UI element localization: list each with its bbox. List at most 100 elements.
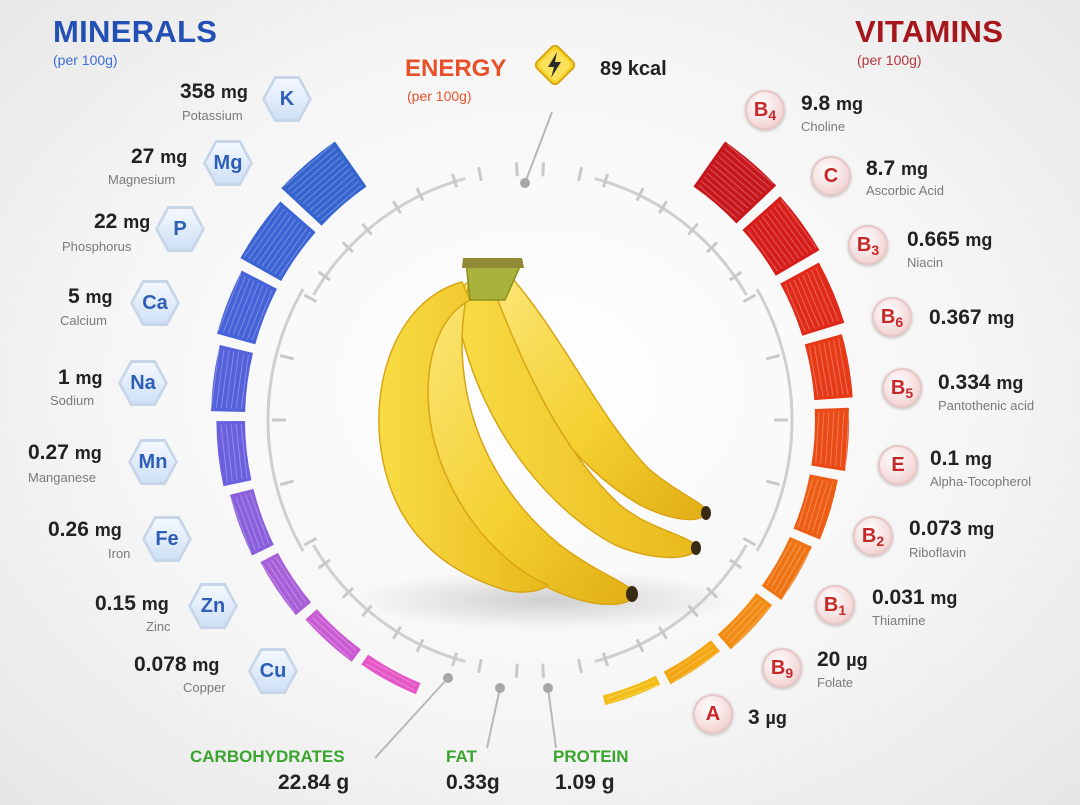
mineral-bar: [305, 609, 361, 662]
vitamin-bar: [693, 141, 777, 224]
mineral-symbol: Na: [121, 363, 165, 403]
mineral-amount-unit: mg: [160, 147, 188, 167]
mineral-symbol: Fe: [145, 519, 189, 559]
vitamin-letter: B: [861, 524, 877, 547]
mineral-amount-number: 0.27: [28, 441, 69, 464]
energy-title: ENERGY: [405, 55, 507, 82]
vitamin-amount-unit: mg: [836, 94, 864, 114]
vitamin-bar: [663, 640, 720, 685]
mineral-name: Zinc: [146, 619, 171, 634]
mineral-amount-unit: mg: [94, 520, 122, 540]
mineral-symbol: Mg: [206, 143, 250, 183]
vitamin-amount-unit: mg: [987, 308, 1015, 328]
vitamin-subscript: 5: [905, 385, 914, 401]
mineral-bars: [210, 141, 421, 695]
vitamin-amount-unit: mg: [965, 449, 993, 469]
mineral-amount: 358 mg: [180, 80, 248, 104]
mineral-name: Calcium: [60, 313, 107, 328]
vitamin-amount-unit: mg: [967, 519, 995, 539]
mineral-amount-unit: mg: [85, 287, 113, 307]
banana-illustration: [378, 258, 711, 606]
vitamin-amount-unit: mg: [965, 230, 993, 250]
mineral-symbol: K: [265, 79, 309, 119]
vitamin-letter: B: [770, 656, 786, 679]
vitamin-amount: 0.1 mg: [930, 447, 992, 471]
lightning-icon: [532, 42, 578, 88]
macro-fat-value: 0.33g: [446, 771, 500, 794]
vitamin-amount: 20 µg: [817, 648, 868, 672]
vitamin-amount-number: 0.334: [938, 371, 991, 394]
mineral-symbol: Zn: [191, 586, 235, 626]
vitamin-subscript: 2: [876, 533, 885, 549]
vitamin-letter: E: [891, 453, 905, 476]
mineral-amount-number: 358: [180, 80, 216, 103]
vitamin-amount-number: 0.367: [929, 306, 982, 329]
mineral-symbol: Ca: [133, 283, 177, 323]
vitamin-amount-unit: mg: [996, 373, 1024, 393]
mineral-amount: 27 mg: [131, 145, 187, 169]
mineral-amount: 22 mg: [94, 210, 150, 234]
vitamin-amount: 0.367 mg: [929, 306, 1014, 330]
mineral-amount: 0.078 mg: [134, 653, 219, 677]
mineral-amount: 0.27 mg: [28, 441, 102, 465]
mineral-amount-unit: mg: [192, 655, 220, 675]
vitamin-amount-unit: µg: [765, 708, 787, 728]
mineral-amount-number: 0.26: [48, 518, 89, 541]
vitamin-amount-number: 8.7: [866, 157, 896, 180]
mineral-amount-unit: mg: [74, 443, 102, 463]
vitamin-name: Pantothenic acid: [938, 398, 1035, 413]
vitamin-name: Thiamine: [872, 613, 926, 628]
energy-value: 89 kcal: [600, 58, 667, 80]
vitamin-name: Riboflavin: [909, 545, 967, 560]
mineral-name: Potassium: [182, 108, 243, 123]
mineral-symbol: Cu: [251, 651, 295, 691]
energy-subtitle: (per 100g): [407, 88, 472, 104]
vitamin-amount-unit: mg: [901, 159, 929, 179]
macro-carbohydrates-value: 22.84 g: [278, 771, 350, 794]
mineral-name: Magnesium: [108, 172, 176, 187]
connector-lines: [374, 111, 557, 759]
vitamin-subscript: 9: [785, 665, 794, 681]
vitamin-amount: 0.031 mg: [872, 586, 957, 610]
vitamin-bar: [742, 196, 820, 276]
mineral-amount-unit: mg: [75, 368, 103, 388]
vitamin-bar: [811, 407, 850, 472]
vitamin-amount: 0.334 mg: [938, 371, 1023, 395]
mineral-bar: [216, 420, 252, 487]
macro-fat-label: FAT: [446, 747, 477, 766]
vitamin-letter: B: [890, 376, 906, 399]
vitamin-name: Niacin: [907, 255, 944, 270]
mineral-name: Phosphorus: [62, 239, 132, 254]
mineral-amount-number: 5: [68, 285, 80, 308]
vitamin-bar: [793, 474, 838, 540]
vitamin-amount-number: 0.1: [930, 447, 960, 470]
vitamin-amount-number: 3: [748, 706, 760, 729]
vitamin-bar: [780, 262, 845, 336]
mineral-symbol: Mn: [131, 442, 175, 482]
macro-protein-value: 1.09 g: [555, 771, 615, 794]
vitamin-amount: 9.8 mg: [801, 92, 863, 116]
vitamin-bar: [761, 536, 813, 600]
vitamin-amount-unit: mg: [930, 588, 958, 608]
mineral-amount-unit: mg: [141, 594, 169, 614]
mineral-bar: [281, 141, 367, 226]
vitamins-subtitle: (per 100g): [857, 52, 922, 68]
mineral-hex-icon: K: [262, 76, 312, 122]
vitamin-name: Ascorbic Acid: [866, 183, 945, 198]
mineral-amount-number: 1: [58, 366, 70, 389]
mineral-bar: [229, 488, 274, 556]
vitamin-amount-unit: µg: [846, 650, 868, 670]
mineral-hex-icon: Cu: [248, 648, 298, 694]
mineral-bar: [260, 552, 312, 616]
mineral-amount-number: 27: [131, 145, 155, 168]
mineral-name: Sodium: [50, 393, 95, 408]
vitamin-amount-number: 0.073: [909, 517, 962, 540]
vitamin-subscript: 3: [871, 242, 880, 258]
gauge-ticks: [272, 162, 788, 678]
vitamin-bars: [602, 141, 853, 706]
vitamin-name: Choline: [801, 119, 846, 134]
